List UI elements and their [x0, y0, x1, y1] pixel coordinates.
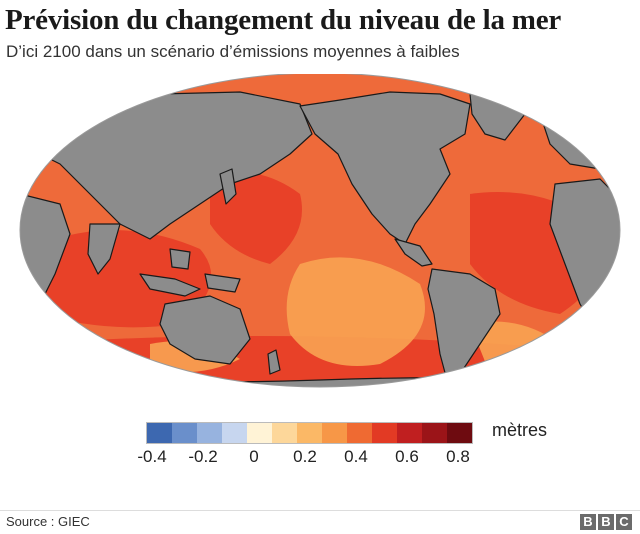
legend-swatch: [172, 423, 197, 443]
legend-swatch: [197, 423, 222, 443]
world-map: [0, 74, 640, 404]
legend-tick-label: -0.4: [137, 447, 167, 466]
bbc-logo: B B C: [580, 514, 632, 530]
bbc-logo-c: C: [616, 514, 632, 530]
source-text: Source : GIEC: [6, 514, 90, 529]
legend-swatch: [422, 423, 447, 443]
land-borneo: [169, 248, 191, 270]
land-asia-west: [39, 91, 313, 240]
legend-swatch: [347, 423, 372, 443]
bbc-logo-b2: B: [598, 514, 614, 530]
legend-swatch: [247, 423, 272, 443]
legend-tick-label: 0.4: [344, 447, 368, 466]
land-australia: [159, 295, 251, 365]
legend-tick-label: 0.8: [446, 447, 470, 466]
land-indonesia: [139, 273, 201, 297]
legend-swatch: [147, 423, 172, 443]
legend-swatch: [397, 423, 422, 443]
land-japan: [219, 168, 237, 205]
world-map-svg: [19, 74, 621, 388]
land-india: [87, 223, 121, 275]
map-title: Prévision du changement du niveau de la …: [5, 4, 562, 36]
legend-tick-label: 0.6: [395, 447, 419, 466]
legend-swatch: [322, 423, 347, 443]
legend-swatch: [447, 423, 472, 443]
land-north-america: [299, 91, 471, 245]
land-central-america: [394, 238, 433, 267]
ocean-negative-arctic: [100, 92, 150, 103]
ocean-low-pacific: [286, 257, 425, 366]
land-new-zealand: [267, 349, 281, 375]
legend-swatch: [297, 423, 322, 443]
legend-tick-label: 0: [249, 447, 259, 466]
legend-colorbar: [146, 422, 473, 444]
footer-divider: [0, 510, 640, 511]
legend-swatch: [372, 423, 397, 443]
legend-swatch: [272, 423, 297, 443]
legend: [146, 422, 473, 444]
legend-tick-label: 0.2: [293, 447, 317, 466]
legend-unit: mètres: [492, 420, 548, 440]
map-subtitle: D’ici 2100 dans un scénario d’émissions …: [6, 42, 460, 61]
globe-outline: [19, 74, 621, 388]
land-new-guinea: [204, 273, 241, 293]
bbc-logo-b1: B: [580, 514, 596, 530]
legend-tick-label: -0.2: [188, 447, 218, 466]
legend-swatch: [222, 423, 247, 443]
